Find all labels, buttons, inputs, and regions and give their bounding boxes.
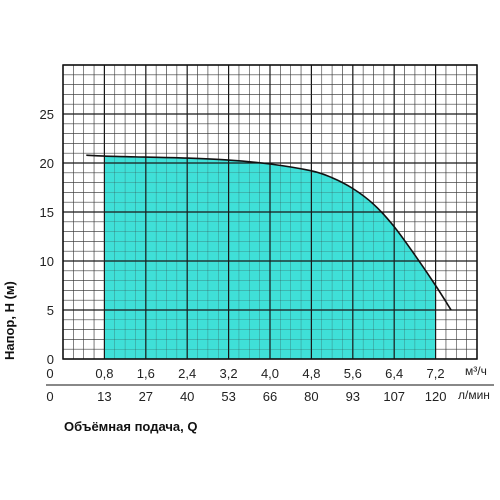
y-axis-title: Напор, H (м) [2,281,17,360]
x-tick-label-lmin: 93 [346,389,360,404]
x-tick-label-lmin: 0 [46,389,53,404]
x-tick-label-m3h: 0 [46,366,53,381]
x-tick-label-lmin: 53 [221,389,235,404]
x-tick-label-m3h: 4,8 [302,366,320,381]
y-tick-label: 25 [40,107,54,122]
x-tick-label-lmin: 13 [97,389,111,404]
x-tick-label-lmin: 40 [180,389,194,404]
x-tick-label-m3h: 2,4 [178,366,196,381]
y-tick-label: 10 [40,254,54,269]
x-tick-label-lmin: 120 [425,389,447,404]
x-tick-label-m3h: 5,6 [344,366,362,381]
x-tick-label-m3h: 6,4 [385,366,403,381]
x-tick-label-lmin: 66 [263,389,277,404]
x-axis-ticks-lmin: 0 13 27 40 53 66 80 93 107 120 [46,389,446,404]
plot-frame [62,64,478,360]
x-axis-ticks-m3h: 0 0,8 1,6 2,4 3,2 4,0 4,8 5,6 6,4 7,2 [46,366,444,381]
x-tick-label-m3h: 0,8 [95,366,113,381]
y-tick-label: 15 [40,205,54,220]
x-unit-lmin: л/мин [458,388,490,402]
x-tick-label-m3h: 4,0 [261,366,279,381]
x-tick-label-lmin: 27 [139,389,153,404]
x-tick-label-m3h: 1,6 [137,366,155,381]
grid-major [62,64,478,360]
head-curve [86,154,452,311]
y-tick-label: 0 [47,352,54,367]
x-tick-label-m3h: 7,2 [427,366,445,381]
x-tick-label-lmin: 80 [304,389,318,404]
y-tick-label: 20 [40,156,54,171]
x-unit-m3h: м³/ч [465,364,487,378]
y-tick-label: 5 [47,303,54,318]
x-tick-label-lmin: 107 [383,389,405,404]
x-tick-label-m3h: 3,2 [220,366,238,381]
y-axis-ticks: 0 5 10 15 20 25 [40,107,54,367]
x-axis-title: Объёмная подача, Q [64,419,197,434]
